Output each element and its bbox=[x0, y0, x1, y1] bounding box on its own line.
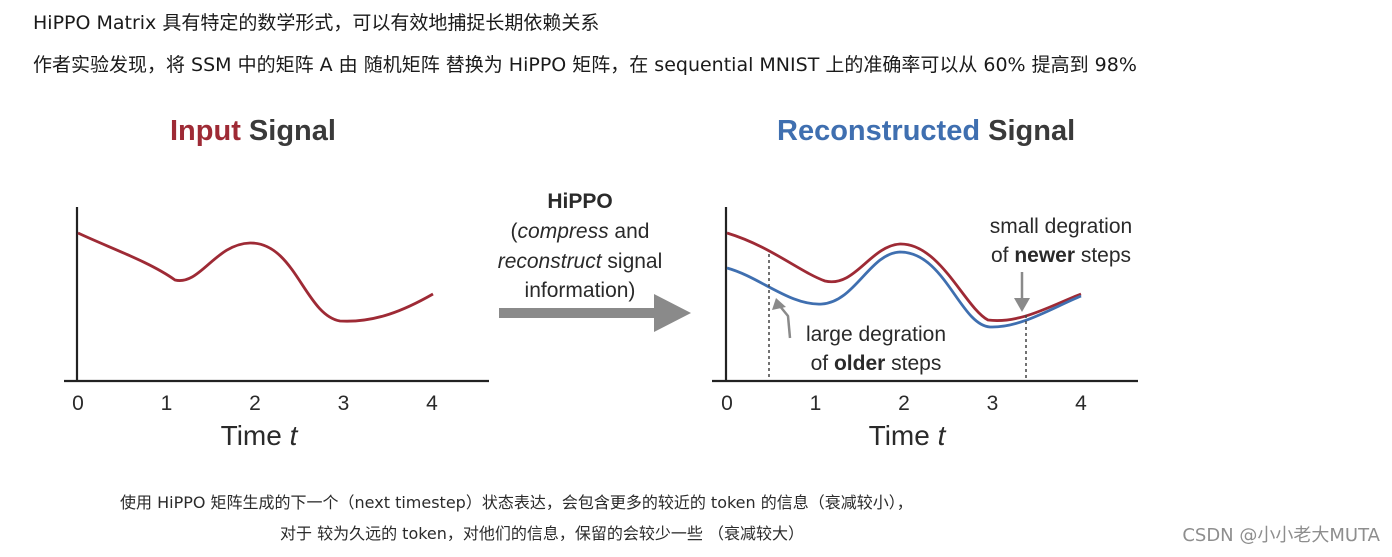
csdn-watermark: CSDN @小小老大MUTA bbox=[1182, 525, 1380, 546]
reconstructed-signal-title: Reconstructed Signal bbox=[777, 115, 1075, 147]
input-signal-curve bbox=[77, 231, 434, 323]
hippo-transform-arrow bbox=[499, 294, 691, 332]
right-x-tick-label: 3 bbox=[987, 392, 999, 415]
input-signal-title: Input Signal bbox=[170, 115, 336, 147]
caption-line-1: 使用 HiPPO 矩阵生成的下一个（next timestep）状态表达，会包含… bbox=[120, 493, 913, 512]
hippo-label-title: HiPPO bbox=[547, 190, 612, 213]
reconstructed-word: Reconstructed bbox=[777, 115, 980, 147]
right-x-tick-label: 2 bbox=[898, 392, 910, 415]
older-note-line1: large degration bbox=[806, 323, 946, 346]
left-x-tick-label: 0 bbox=[72, 392, 84, 415]
hippo-label-line4: information) bbox=[525, 279, 636, 302]
older-steps-note: large degration of older steps bbox=[806, 323, 946, 375]
left-x-tick-label: 4 bbox=[426, 392, 438, 415]
right-x-tick-label: 1 bbox=[810, 392, 822, 415]
left-x-tick-label: 1 bbox=[161, 392, 173, 415]
left-axes bbox=[64, 207, 489, 383]
hippo-label-line2: (compress and bbox=[511, 220, 650, 243]
reconstructed-signal-curve bbox=[726, 250, 1082, 329]
older-note-line2: of older steps bbox=[811, 352, 942, 375]
hippo-label: HiPPO (compress and reconstruct signal i… bbox=[498, 190, 663, 302]
signal-word-right: Signal bbox=[988, 115, 1075, 147]
signal-word: Signal bbox=[249, 115, 336, 147]
caption-line-2: 对于 较为久远的 token，对他们的信息，保留的会较少一些 （衰减较大） bbox=[280, 524, 805, 543]
newer-note-line2: of newer steps bbox=[991, 244, 1131, 267]
intro-line-2: 作者实验发现，将 SSM 中的矩阵 A 由 随机矩阵 替换为 HiPPO 矩阵，… bbox=[33, 54, 1137, 76]
right-x-ticks: 0 1 2 3 4 bbox=[721, 392, 1087, 415]
left-x-tick-label: 2 bbox=[249, 392, 261, 415]
left-x-axis-label: Time t bbox=[221, 420, 299, 451]
newer-annotation-arrow bbox=[1014, 272, 1030, 312]
right-axes bbox=[712, 207, 1138, 383]
newer-steps-note: small degration of newer steps bbox=[990, 215, 1132, 267]
left-x-tick-label: 3 bbox=[338, 392, 350, 415]
input-word: Input bbox=[170, 115, 241, 147]
intro-line-1: HiPPO Matrix 具有特定的数学形式，可以有效地捕捉长期依赖关系 bbox=[33, 12, 600, 34]
older-annotation-arrow bbox=[772, 298, 792, 339]
right-x-tick-label: 0 bbox=[721, 392, 733, 415]
right-x-tick-label: 4 bbox=[1075, 392, 1087, 415]
right-x-axis-label: Time t bbox=[869, 420, 947, 451]
input-signal-curve-overlay bbox=[726, 231, 1082, 322]
hippo-label-line3: reconstruct signal bbox=[498, 250, 663, 273]
newer-note-line1: small degration bbox=[990, 215, 1132, 238]
left-x-ticks: 0 1 2 3 4 bbox=[72, 392, 438, 415]
